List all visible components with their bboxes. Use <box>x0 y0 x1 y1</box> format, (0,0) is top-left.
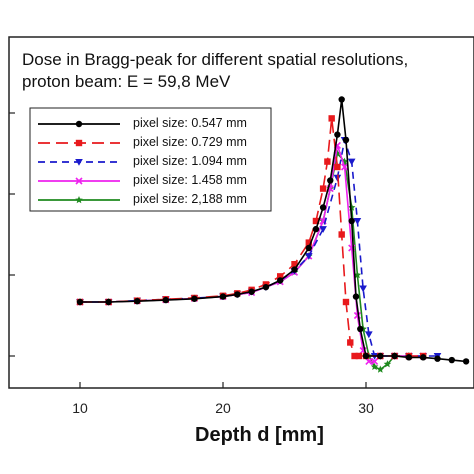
data-point <box>391 352 398 360</box>
data-point <box>75 196 83 204</box>
legend-label: pixel size: 0.729 mm <box>133 135 247 149</box>
data-point <box>338 231 345 238</box>
data-point <box>277 273 284 280</box>
data-point <box>348 217 355 225</box>
data-point <box>347 339 354 346</box>
legend-samples <box>38 120 120 204</box>
data-point <box>365 331 373 339</box>
data-point <box>376 365 385 373</box>
data-point <box>219 293 227 300</box>
data-point <box>234 291 241 298</box>
data-point <box>75 177 83 185</box>
data-point <box>319 226 327 233</box>
data-point <box>277 277 284 284</box>
data-point <box>291 261 298 268</box>
data-point <box>312 225 320 233</box>
data-point <box>75 120 83 128</box>
data-point <box>312 217 320 225</box>
data-point <box>305 239 312 246</box>
data-point <box>383 360 392 368</box>
data-point <box>305 253 313 260</box>
data-point <box>75 139 83 147</box>
data-point <box>448 356 455 364</box>
data-point <box>134 297 141 305</box>
series-layer <box>76 96 470 373</box>
data-point <box>405 354 413 361</box>
data-point <box>76 298 84 306</box>
data-point <box>347 203 356 211</box>
data-point <box>365 357 373 365</box>
data-point <box>248 288 255 295</box>
legend-label: pixel size: 1.094 mm <box>133 154 247 168</box>
data-point <box>319 204 327 211</box>
data-point <box>324 158 331 165</box>
legend-label: pixel size: 0.547 mm <box>133 116 247 130</box>
data-point <box>338 96 345 103</box>
data-point <box>75 159 83 166</box>
data-point <box>353 218 362 225</box>
series-1 <box>76 96 470 365</box>
y-ticks <box>9 112 15 357</box>
data-point <box>347 158 356 166</box>
data-point <box>462 358 470 365</box>
data-point <box>420 354 427 361</box>
plot-frame <box>8 36 474 389</box>
x-tick-label: 10 <box>72 400 88 416</box>
data-point <box>327 177 334 184</box>
data-point <box>370 362 379 371</box>
data-point <box>352 293 360 300</box>
data-point <box>342 298 350 306</box>
data-point <box>319 185 327 192</box>
legend-box <box>29 107 272 212</box>
data-point <box>355 352 363 360</box>
data-point <box>359 285 367 293</box>
x-tick-label: 30 <box>358 400 374 416</box>
legend-label: pixel size: 1.458 mm <box>133 173 247 187</box>
data-point <box>328 115 335 122</box>
data-point <box>362 352 370 360</box>
data-point <box>371 357 379 365</box>
data-point <box>351 352 358 360</box>
data-point <box>262 283 270 291</box>
x-tick-label: 20 <box>215 400 231 416</box>
legend-label: pixel size: 2,188 mm <box>133 192 247 206</box>
chart-title: Dose in Bragg-peak for different spatial… <box>22 50 409 69</box>
data-point <box>291 266 298 273</box>
data-point <box>105 298 112 306</box>
data-point <box>191 295 198 302</box>
x-ticks <box>79 382 367 388</box>
data-point <box>434 355 441 362</box>
data-point <box>357 325 364 333</box>
data-point <box>305 244 312 252</box>
data-point <box>340 163 349 171</box>
x-axis-label: Depth d [mm] <box>195 424 324 446</box>
data-point <box>334 131 341 138</box>
data-point <box>377 352 384 360</box>
data-point <box>342 136 350 144</box>
chart-subtitle: proton beam: E = 59,8 MeV <box>22 72 231 91</box>
data-point <box>334 163 341 171</box>
data-point <box>162 296 169 304</box>
